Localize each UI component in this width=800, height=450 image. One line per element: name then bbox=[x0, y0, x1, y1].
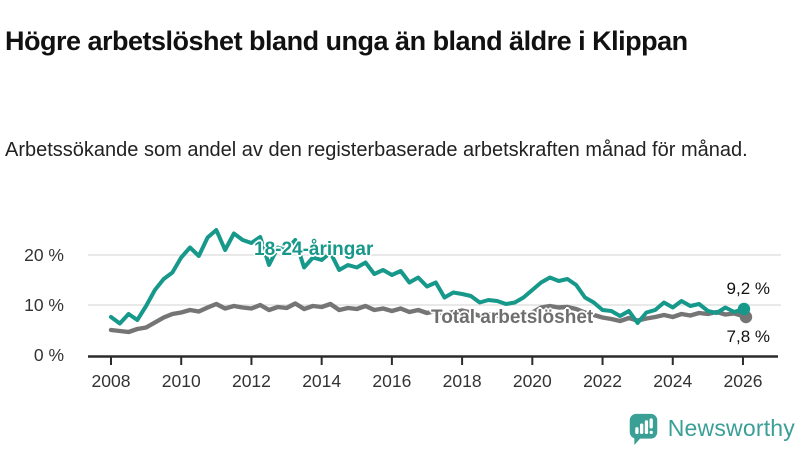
end-value-label-18-24: 9,2 % bbox=[726, 279, 770, 298]
series-label-18-24: 18-24-åringar bbox=[254, 239, 374, 260]
x-tick-label-2024: 2024 bbox=[653, 371, 692, 391]
series-line-18-24 bbox=[109, 228, 745, 326]
newsworthy-chart-bubble-icon bbox=[629, 413, 657, 445]
newsworthy-logo: Newsworthy bbox=[627, 411, 795, 446]
x-tick-label-2020: 2020 bbox=[513, 371, 552, 391]
y-tick-label-20: 20 % bbox=[24, 245, 64, 265]
x-tick-label-2026: 2026 bbox=[724, 371, 763, 391]
x-tick-label-2014: 2014 bbox=[302, 371, 341, 391]
end-value-label-total: 7,8 % bbox=[726, 327, 770, 346]
page-title: Högre arbetslöshet bland unga än bland ä… bbox=[5, 26, 688, 57]
y-tick-label-0: 0 % bbox=[34, 345, 64, 365]
x-tick-label-2008: 2008 bbox=[92, 371, 131, 391]
x-tick-label-2022: 2022 bbox=[583, 371, 622, 391]
newsworthy-wordmark: Newsworthy bbox=[667, 415, 795, 441]
x-tick-label-2018: 2018 bbox=[443, 371, 482, 391]
chart-subtitle: Arbetssökande som andel av den registerb… bbox=[5, 139, 748, 161]
y-tick-label-10: 10 % bbox=[24, 295, 64, 315]
end-dot-18-24 bbox=[737, 302, 751, 316]
x-tick-label-2010: 2010 bbox=[162, 371, 201, 391]
x-tick-label-2016: 2016 bbox=[372, 371, 411, 391]
series-line-total bbox=[108, 301, 746, 335]
x-tick-label-2012: 2012 bbox=[232, 371, 271, 391]
series-label-total: Total arbetslöshet bbox=[431, 307, 594, 328]
